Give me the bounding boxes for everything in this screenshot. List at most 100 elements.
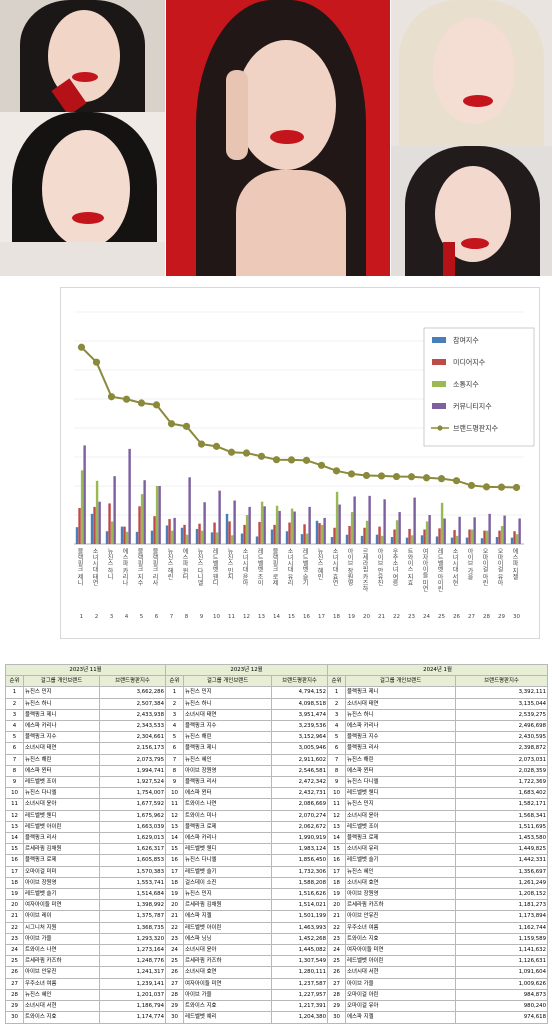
value-cell: 984,873 — [455, 988, 549, 1002]
name-cell: 에스파 지젤 — [345, 1011, 457, 1024]
x-category-label: 아이브 안유진 — [376, 547, 383, 586]
bar-4 — [308, 506, 311, 544]
x-index-label: 22 — [393, 614, 400, 620]
bar-4 — [518, 518, 521, 544]
name-cell: 블랙핑크 지수 — [183, 720, 273, 733]
name-cell: 여자아이들 미연 — [183, 977, 273, 990]
bar-3 — [365, 520, 369, 544]
name-cell: 소녀시대 효연 — [183, 966, 273, 979]
bar-4 — [413, 497, 416, 544]
value-cell: 3,005,946 — [271, 742, 329, 755]
value-cell: 1,626,317 — [98, 843, 167, 856]
value-cell: 1,983,124 — [271, 843, 329, 856]
bar-4 — [338, 504, 341, 544]
name-cell: 뉴진스 하니 — [183, 697, 273, 710]
bar-3 — [185, 534, 189, 544]
value-cell: 980,240 — [455, 1000, 549, 1013]
name-cell: 소녀시대 윤아 — [23, 798, 100, 811]
brand-index-point — [362, 471, 371, 480]
bar-4 — [158, 486, 161, 544]
rank-cell: 29 — [327, 1000, 347, 1013]
x-category-label: 뉴진스 민지 — [226, 548, 233, 581]
bar-1 — [480, 538, 484, 544]
rank-cell: 20 — [5, 899, 24, 912]
value-cell: 3,951,474 — [271, 708, 329, 722]
rank-cell: 11 — [165, 798, 185, 811]
column-header-row: 순위 걸그룹 개인브랜드 브랜드평판지수 순위 걸그룹 개인브랜드 브랜드평판지… — [5, 675, 549, 688]
name-cell: 오마이걸 유아 — [345, 1000, 457, 1013]
brand-index-point — [167, 420, 176, 428]
name-cell: 소녀시대 태연 — [23, 742, 100, 755]
legend-label: 참여지수 — [453, 336, 479, 345]
name-cell: 뉴진스 혜인 — [23, 988, 100, 1002]
name-cell: 뉴진스 민지 — [183, 888, 273, 901]
x-index-label: 26 — [453, 614, 460, 620]
bar-3 — [80, 470, 84, 544]
legend-swatch — [432, 337, 446, 343]
x-index-label: 30 — [513, 614, 520, 620]
bar-2 — [123, 526, 126, 544]
value-cell: 1,173,894 — [455, 910, 549, 923]
bar-4 — [293, 511, 296, 544]
bar-1 — [315, 520, 319, 544]
bar-2 — [363, 527, 366, 544]
table-row: 26 아이브 안유진 1,241,317 26 소녀시대 효연 1,280,111 26 소녀… — [5, 966, 549, 979]
name-cell: 블랙핑크 리사 — [345, 742, 457, 755]
x-index-label: 24 — [423, 614, 430, 620]
bar-2 — [93, 506, 96, 544]
rank-cell: 28 — [165, 988, 185, 1002]
x-index-label: 23 — [408, 614, 415, 620]
value-cell: 1,927,524 — [98, 776, 167, 789]
bar-2 — [183, 524, 186, 544]
value-cell: 2,430,595 — [455, 731, 549, 744]
portrait-photo-bottom-left — [0, 112, 165, 276]
value-cell: 1,375,787 — [98, 910, 167, 923]
value-cell: 1,368,735 — [98, 921, 167, 934]
bar-1 — [240, 533, 244, 544]
bar-4 — [428, 515, 431, 544]
bar-4 — [143, 480, 146, 544]
bar-4 — [218, 490, 221, 544]
name-cell: 에스파 윈터 — [345, 764, 457, 778]
rank-cell: 12 — [5, 809, 24, 822]
bar-1 — [225, 513, 229, 544]
value-cell: 1,186,794 — [98, 1000, 167, 1013]
rank-cell: 1 — [5, 686, 24, 699]
rank-cell: 27 — [5, 977, 24, 990]
bar-3 — [200, 530, 204, 544]
rank-cell: 7 — [5, 753, 24, 766]
x-category-label: 트와이스 지효 — [406, 548, 413, 586]
bar-1 — [375, 534, 379, 544]
x-category-label: 블랙핑크 리사 — [151, 548, 158, 587]
photo-collage — [0, 0, 552, 276]
name-cell: 소녀시대 서현 — [345, 966, 457, 979]
name-cell: 뉴진스 혜인 — [345, 865, 457, 878]
bar-2 — [408, 528, 411, 544]
bar-3 — [350, 512, 354, 544]
rank-cell: 23 — [327, 932, 347, 946]
name-cell: 뉴진스 하니 — [345, 708, 457, 722]
bar-2 — [513, 531, 516, 544]
bar-4 — [128, 448, 131, 544]
name-cell: 오마이걸 아린 — [345, 988, 457, 1002]
bar-4 — [248, 506, 251, 544]
bar-3 — [230, 535, 234, 544]
bar-2 — [333, 527, 336, 544]
rank-cell: 2 — [165, 697, 185, 710]
name-cell: 아이브 가을 — [183, 988, 273, 1002]
table-row: 29 소녀시대 서현 1,186,794 29 트와이스 지효 1,217,391 29 오마… — [5, 1000, 549, 1013]
rank-cell: 20 — [327, 899, 347, 912]
name-cell: 에스파 카리나 — [23, 720, 100, 733]
bar-3 — [470, 529, 474, 544]
bar-1 — [510, 537, 514, 544]
bar-3 — [110, 521, 114, 544]
brand-index-point — [437, 475, 446, 483]
name-cell: 레드벨벳 조이 — [345, 820, 457, 834]
rank-cell: 29 — [5, 1000, 24, 1013]
name-cell: 뉴진스 다니엘 — [345, 776, 457, 789]
brand-index-point — [107, 393, 116, 401]
x-index-label: 14 — [273, 614, 280, 620]
bar-4 — [503, 515, 506, 544]
bar-3 — [425, 521, 429, 544]
legend-swatch — [432, 359, 446, 365]
